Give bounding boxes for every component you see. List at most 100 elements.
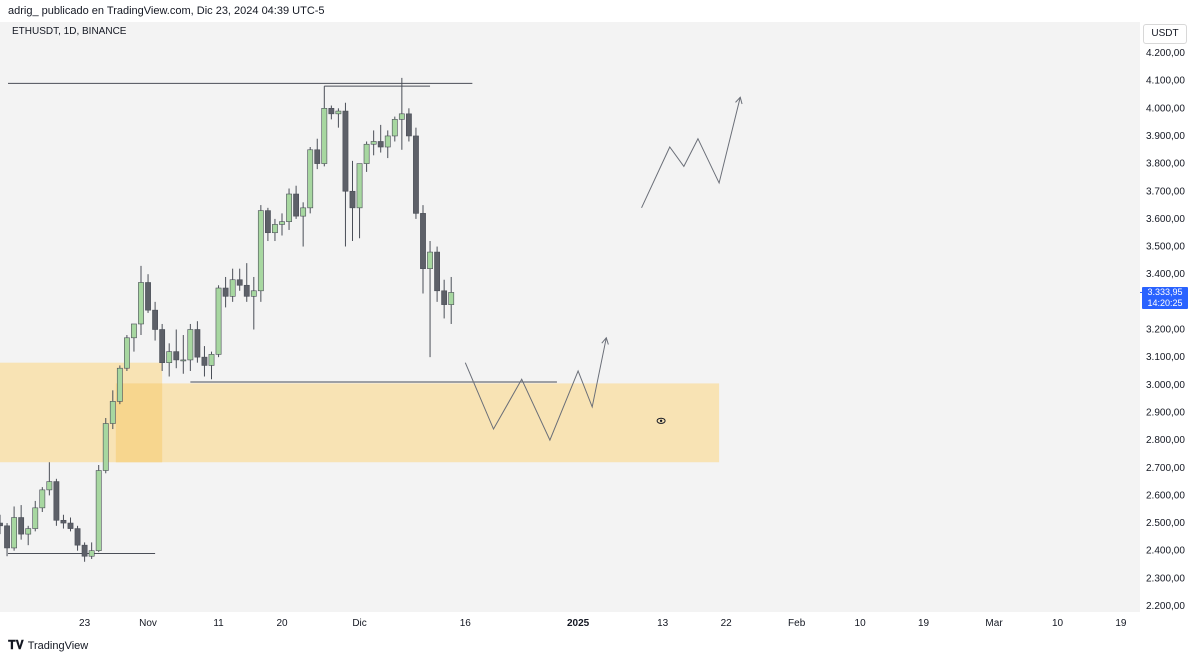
candle-up[interactable] [46,481,53,491]
candle-down[interactable] [81,544,88,557]
candle-up[interactable] [166,351,173,363]
candle-up[interactable] [187,329,194,361]
candle-down[interactable] [236,279,243,286]
y-tick-label: 3.200,00 [1146,325,1185,336]
candle-up[interactable] [250,290,257,297]
candle-down[interactable] [145,282,151,311]
candle-up[interactable] [257,210,264,292]
y-tick-label: 3.400,00 [1146,269,1185,280]
bar-countdown: 14:20:25 [1147,298,1183,308]
candle-down[interactable] [53,481,60,521]
candle-up[interactable] [124,337,130,369]
candle-down[interactable] [67,522,74,529]
candle-up[interactable] [398,113,405,120]
price-axis[interactable] [1140,22,1200,612]
candle-down[interactable] [173,351,180,361]
x-tick-label: 13 [657,618,669,629]
demand-zone[interactable] [115,383,720,463]
y-tick-label: 4.000,00 [1146,103,1185,114]
tradingview-logo-icon: 𝐓𝐕 [8,638,24,652]
candle-up[interactable] [88,550,95,557]
candle-up[interactable] [215,287,222,355]
candle-up[interactable] [102,423,109,471]
eye-icon[interactable] [656,417,666,424]
candle-up[interactable] [363,143,370,164]
candle-up[interactable] [11,517,17,549]
y-tick-label: 3.800,00 [1146,159,1185,170]
candle-down[interactable] [328,108,335,115]
candle-down[interactable] [0,522,3,527]
candle-up[interactable] [180,359,187,362]
chart-plot-area[interactable] [0,22,1140,612]
candle-up[interactable] [208,354,215,366]
candle-up[interactable] [138,282,144,325]
zone-overlap [115,383,163,463]
candle-down[interactable] [342,110,349,192]
candle-down[interactable] [201,356,208,366]
candle-up[interactable] [39,489,46,509]
y-tick-label: 2.900,00 [1146,407,1185,418]
x-tick-label: 19 [1115,618,1127,629]
candle-up[interactable] [427,251,433,269]
candle-down[interactable] [222,287,229,297]
candle-down[interactable] [18,517,25,535]
candle-down[interactable] [349,190,356,209]
candle-up[interactable] [300,207,307,217]
candle-up[interactable] [286,193,292,222]
arrow-head-icon [601,336,609,345]
x-tick-label: Mar [985,618,1003,629]
y-tick-label: 3.100,00 [1146,352,1185,363]
candle-down[interactable] [243,284,250,297]
y-tick-label: 2.300,00 [1146,573,1185,584]
candle-up[interactable] [356,163,363,209]
y-tick-label: 2.500,00 [1146,518,1185,529]
candle-down[interactable] [60,519,67,524]
candle-up[interactable] [109,401,116,424]
y-tick-label: 3.900,00 [1146,131,1185,142]
candle-down[interactable] [293,193,299,217]
candle-up[interactable] [229,279,236,297]
candle-down[interactable] [194,329,201,358]
candle-up[interactable] [32,507,39,529]
candle-down[interactable] [159,329,166,363]
candle-down[interactable] [74,528,81,546]
candle-down[interactable] [434,251,440,292]
candle-up[interactable] [448,292,455,305]
x-tick-label: 2025 [567,618,590,629]
candle-down[interactable] [441,290,448,305]
x-tick-label: 16 [460,618,472,629]
candle-up[interactable] [335,110,342,115]
eye-icon-pupil [659,419,663,423]
brand-name: TradingView [27,639,89,652]
candle-down[interactable] [405,113,412,137]
candle-up[interactable] [307,149,314,209]
candle-up[interactable] [370,141,377,145]
candle-up[interactable] [116,367,123,402]
candle-up[interactable] [384,135,391,148]
candle-up[interactable] [95,470,102,552]
candle-down[interactable] [420,213,426,269]
x-tick-label: 10 [1052,618,1064,629]
projection-path[interactable] [641,97,741,209]
x-tick-label: 11 [213,618,224,629]
projection-path[interactable] [464,337,607,442]
x-tick-label: Nov [139,618,157,629]
candle-down[interactable] [264,210,271,234]
candle-up[interactable] [131,323,137,339]
candle-down[interactable] [413,135,419,214]
candle-down[interactable] [314,149,321,164]
candle-up[interactable] [279,221,285,225]
candle-up[interactable] [321,108,328,164]
candle-down[interactable] [4,525,10,549]
candle-up[interactable] [25,528,32,535]
footer-branding[interactable]: 𝐓𝐕 TradingView [8,638,88,653]
candle-down[interactable] [377,141,384,148]
y-tick-label: 3.500,00 [1146,242,1185,253]
candle-up[interactable] [391,119,398,137]
currency-selector[interactable]: USDT [1143,24,1187,44]
current-price-badge: 3.333,95 14:20:25 [1142,287,1188,309]
y-tick-label: 3.700,00 [1146,186,1185,197]
candle-down[interactable] [152,309,158,330]
candle-up[interactable] [272,224,278,234]
